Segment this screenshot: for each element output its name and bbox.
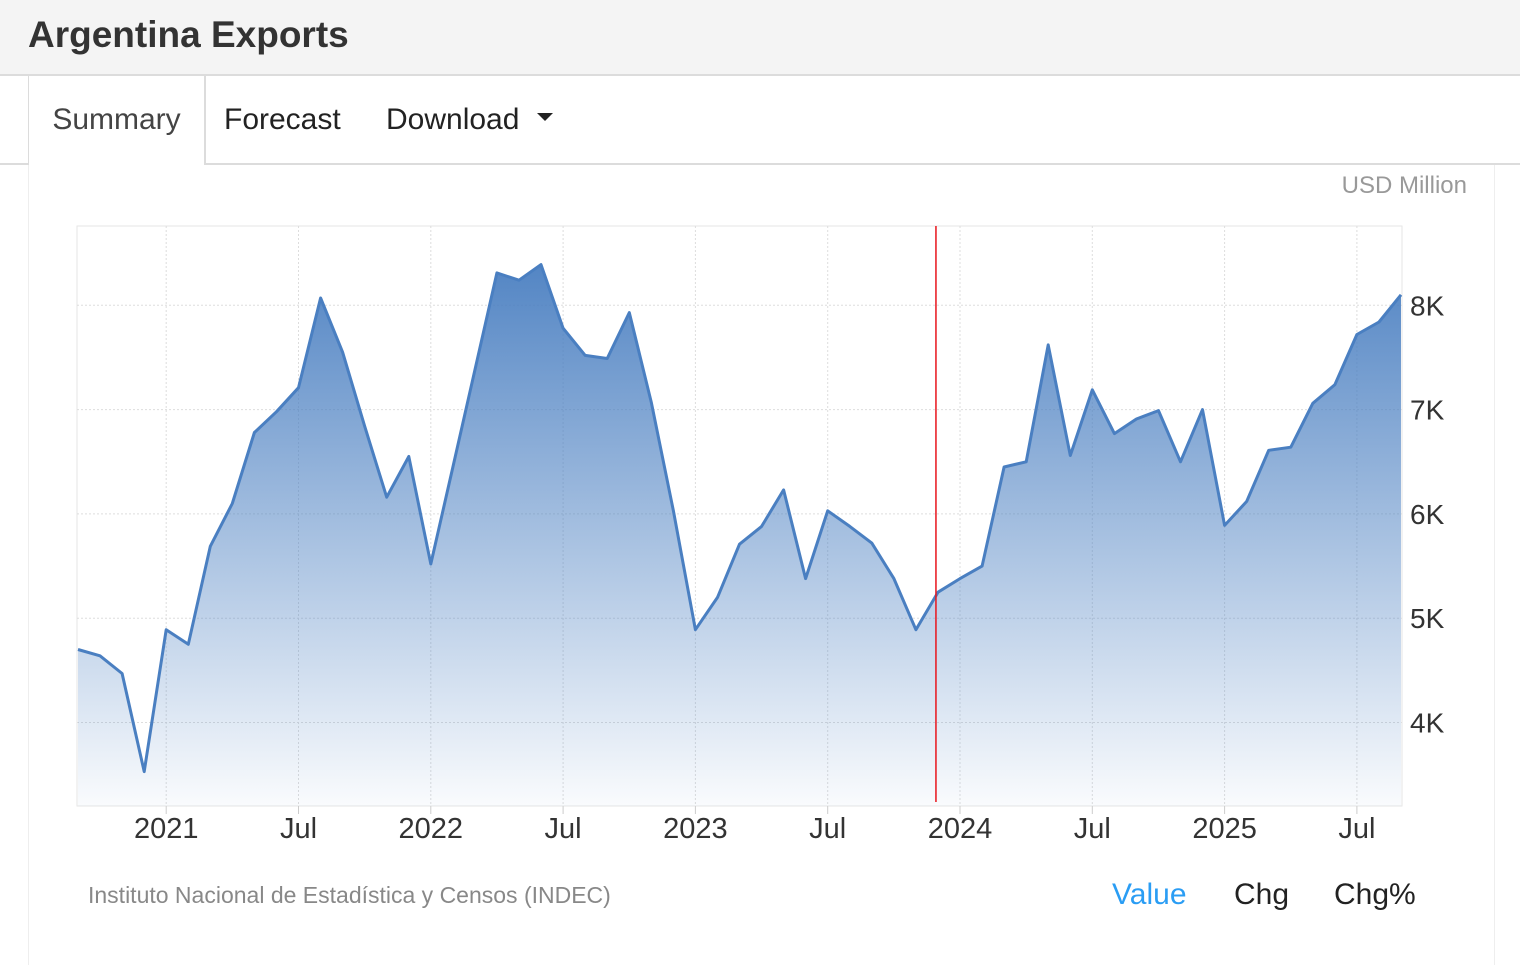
page-title: Argentina Exports [28,14,349,55]
data-point[interactable] [715,595,719,599]
data-point[interactable] [1267,448,1271,452]
y-tick-label: 6K [1410,499,1445,530]
data-point[interactable] [1289,445,1293,449]
tab-bar: Summary Forecast Download [0,76,1520,165]
data-point[interactable] [539,263,543,267]
caret-down-icon [537,113,554,122]
data-point[interactable] [1134,417,1138,421]
data-point[interactable] [517,278,521,282]
data-point[interactable] [230,501,234,505]
chart-panel [28,165,1495,965]
data-point[interactable] [760,524,764,528]
source-label: Instituto Nacional de Estadística y Cens… [88,882,611,908]
data-point[interactable] [142,770,146,774]
tab-download[interactable]: Download [386,76,554,163]
data-point[interactable] [1245,499,1249,503]
data-point[interactable] [76,648,80,652]
tab-forecast[interactable]: Forecast [224,103,341,136]
data-point[interactable] [120,672,124,676]
data-point[interactable] [980,564,984,568]
data-point[interactable] [958,577,962,581]
x-tick-label: 2024 [928,813,993,845]
x-tick-label: Jul [280,813,317,845]
mode-value[interactable]: Value [1112,878,1187,911]
data-point[interactable] [451,465,455,469]
data-point[interactable] [605,356,609,360]
data-point[interactable] [1223,523,1227,527]
data-point[interactable] [1355,332,1359,336]
data-point[interactable] [495,271,499,275]
data-point[interactable] [693,628,697,632]
x-tick-label: Jul [809,813,846,845]
y-tick-label: 8K [1410,290,1445,321]
unit-label: USD Million [1341,172,1467,199]
data-point[interactable] [627,311,631,315]
data-point[interactable] [252,431,256,435]
data-point[interactable] [297,386,301,390]
data-point[interactable] [1377,320,1381,324]
y-tick-label: 7K [1410,395,1445,426]
data-point[interactable] [274,410,278,414]
data-point[interactable] [341,350,345,354]
data-point[interactable] [671,509,675,513]
data-point[interactable] [804,577,808,581]
area-fill [78,264,1401,807]
data-point[interactable] [1333,383,1337,387]
data-point[interactable] [892,577,896,581]
x-tick-label: 2022 [399,813,464,845]
data-point[interactable] [208,544,212,548]
data-point[interactable] [848,524,852,528]
data-point[interactable] [649,400,653,404]
x-tick-label: 2025 [1192,813,1257,845]
data-point[interactable] [1046,343,1050,347]
data-point[interactable] [1112,432,1116,436]
tab-summary[interactable]: Summary [28,76,206,165]
data-point[interactable] [1311,401,1315,405]
x-tick-label: Jul [545,813,582,845]
data-point[interactable] [782,488,786,492]
data-point[interactable] [186,642,190,646]
data-point[interactable] [1068,453,1072,457]
data-point[interactable] [385,495,389,499]
data-point[interactable] [583,353,587,357]
data-point[interactable] [1156,409,1160,413]
mode-chg-percent[interactable]: Chg% [1334,878,1416,911]
mode-chg[interactable]: Chg [1234,878,1290,911]
x-tick-label: Jul [1074,813,1111,845]
data-point[interactable] [1090,388,1094,392]
data-point[interactable] [561,326,565,330]
data-point[interactable] [319,296,323,300]
data-point[interactable] [98,654,102,658]
data-point[interactable] [1002,465,1006,469]
data-point[interactable] [914,628,918,632]
header-bar: Argentina Exports [0,0,1520,76]
x-tick-label: 2021 [134,813,199,845]
data-point[interactable] [1399,293,1403,297]
data-point[interactable] [1024,460,1028,464]
data-point[interactable] [429,562,433,566]
download-label: Download [386,103,520,136]
data-point[interactable] [407,455,411,459]
x-tick-label: 2023 [663,813,728,845]
data-point[interactable] [826,509,830,513]
data-point[interactable] [870,541,874,545]
x-tick-label: Jul [1338,813,1375,845]
data-point[interactable] [738,542,742,546]
y-tick-label: 5K [1410,603,1445,634]
data-point[interactable] [1201,408,1205,412]
data-point[interactable] [1179,460,1183,464]
series-line [77,263,1403,774]
data-point[interactable] [363,424,367,428]
data-point[interactable] [164,628,168,632]
y-tick-label: 4K [1410,708,1445,739]
data-point[interactable] [473,368,477,372]
